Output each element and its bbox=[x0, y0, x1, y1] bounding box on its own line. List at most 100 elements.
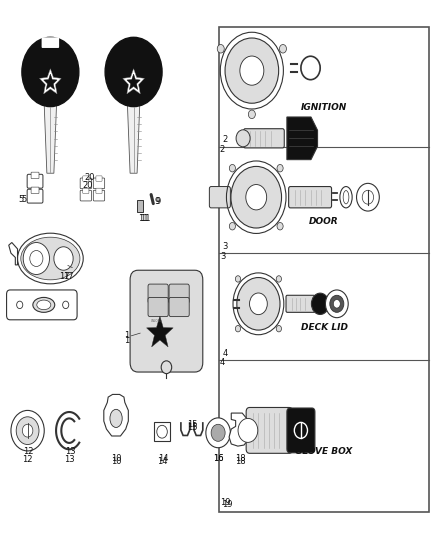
Circle shape bbox=[230, 165, 236, 172]
Circle shape bbox=[206, 418, 230, 448]
FancyBboxPatch shape bbox=[289, 187, 332, 208]
Circle shape bbox=[250, 293, 267, 314]
Polygon shape bbox=[127, 74, 140, 90]
Text: 15: 15 bbox=[187, 420, 197, 429]
Circle shape bbox=[294, 422, 307, 438]
Circle shape bbox=[17, 301, 23, 309]
Circle shape bbox=[11, 410, 44, 451]
Circle shape bbox=[279, 44, 286, 53]
Circle shape bbox=[238, 418, 258, 442]
Text: UNLOCK: UNLOCK bbox=[151, 319, 162, 324]
FancyBboxPatch shape bbox=[96, 188, 102, 193]
FancyBboxPatch shape bbox=[287, 408, 315, 453]
Circle shape bbox=[225, 38, 279, 103]
Ellipse shape bbox=[110, 409, 122, 427]
Text: 14: 14 bbox=[157, 457, 167, 466]
Text: 9: 9 bbox=[155, 197, 161, 206]
Text: DECK LID: DECK LID bbox=[300, 324, 348, 332]
FancyBboxPatch shape bbox=[169, 297, 189, 317]
FancyBboxPatch shape bbox=[93, 178, 105, 189]
Circle shape bbox=[63, 301, 69, 309]
Circle shape bbox=[105, 37, 162, 107]
Polygon shape bbox=[44, 106, 57, 173]
Circle shape bbox=[311, 293, 329, 314]
Circle shape bbox=[325, 290, 348, 318]
Polygon shape bbox=[287, 117, 318, 160]
Text: 3: 3 bbox=[223, 242, 228, 251]
Circle shape bbox=[235, 326, 240, 332]
Text: 13: 13 bbox=[64, 455, 74, 464]
Ellipse shape bbox=[33, 297, 55, 312]
Circle shape bbox=[217, 44, 224, 53]
Circle shape bbox=[301, 56, 320, 79]
Text: GLOVE BOX: GLOVE BOX bbox=[296, 447, 353, 456]
Circle shape bbox=[211, 424, 225, 441]
Text: 5: 5 bbox=[21, 195, 27, 204]
FancyBboxPatch shape bbox=[83, 188, 89, 193]
Ellipse shape bbox=[343, 190, 349, 204]
FancyBboxPatch shape bbox=[7, 290, 77, 320]
Circle shape bbox=[236, 130, 250, 147]
FancyBboxPatch shape bbox=[83, 176, 89, 181]
Circle shape bbox=[22, 37, 79, 107]
Text: 20: 20 bbox=[85, 173, 95, 182]
Text: DOOR: DOOR bbox=[309, 217, 339, 225]
Text: 12: 12 bbox=[23, 447, 34, 456]
Circle shape bbox=[277, 222, 283, 230]
FancyBboxPatch shape bbox=[148, 297, 168, 317]
Circle shape bbox=[231, 166, 282, 228]
FancyBboxPatch shape bbox=[31, 187, 39, 193]
Circle shape bbox=[30, 251, 43, 266]
Circle shape bbox=[16, 417, 39, 445]
Text: 3: 3 bbox=[220, 252, 225, 261]
Text: 5: 5 bbox=[19, 196, 24, 204]
Polygon shape bbox=[123, 69, 145, 94]
FancyBboxPatch shape bbox=[244, 128, 284, 148]
Text: 16: 16 bbox=[213, 454, 223, 463]
Text: 18: 18 bbox=[235, 454, 245, 463]
Ellipse shape bbox=[340, 187, 352, 208]
Circle shape bbox=[276, 276, 282, 282]
Circle shape bbox=[235, 276, 240, 282]
Circle shape bbox=[240, 56, 264, 85]
Circle shape bbox=[277, 165, 283, 172]
Polygon shape bbox=[147, 316, 173, 347]
Text: 17: 17 bbox=[64, 272, 74, 281]
FancyBboxPatch shape bbox=[96, 176, 102, 181]
FancyBboxPatch shape bbox=[130, 270, 203, 372]
Polygon shape bbox=[9, 243, 18, 265]
Polygon shape bbox=[127, 106, 140, 173]
FancyBboxPatch shape bbox=[27, 189, 43, 203]
FancyBboxPatch shape bbox=[42, 37, 59, 48]
Circle shape bbox=[330, 295, 344, 312]
Ellipse shape bbox=[18, 233, 83, 284]
Circle shape bbox=[246, 184, 267, 210]
Polygon shape bbox=[154, 422, 170, 441]
Circle shape bbox=[230, 222, 236, 230]
FancyBboxPatch shape bbox=[31, 172, 39, 179]
FancyBboxPatch shape bbox=[246, 407, 293, 453]
Ellipse shape bbox=[21, 237, 80, 280]
Text: 17: 17 bbox=[60, 272, 70, 281]
Text: 4: 4 bbox=[220, 358, 225, 367]
Circle shape bbox=[161, 361, 172, 374]
Polygon shape bbox=[104, 394, 128, 436]
Circle shape bbox=[362, 190, 374, 204]
FancyBboxPatch shape bbox=[80, 178, 92, 189]
Text: 11: 11 bbox=[140, 214, 151, 223]
Text: 2: 2 bbox=[220, 145, 225, 154]
FancyBboxPatch shape bbox=[27, 174, 43, 188]
Text: 16: 16 bbox=[213, 454, 223, 463]
Circle shape bbox=[23, 243, 49, 274]
FancyBboxPatch shape bbox=[93, 190, 105, 201]
Text: 11: 11 bbox=[138, 214, 149, 223]
Text: 19: 19 bbox=[220, 498, 230, 507]
Text: 12: 12 bbox=[22, 455, 33, 464]
Circle shape bbox=[248, 110, 255, 118]
FancyBboxPatch shape bbox=[209, 187, 230, 208]
Bar bbox=[219, 27, 429, 512]
Circle shape bbox=[276, 326, 282, 332]
Text: 14: 14 bbox=[158, 454, 168, 463]
Circle shape bbox=[357, 183, 379, 211]
Polygon shape bbox=[44, 74, 57, 90]
